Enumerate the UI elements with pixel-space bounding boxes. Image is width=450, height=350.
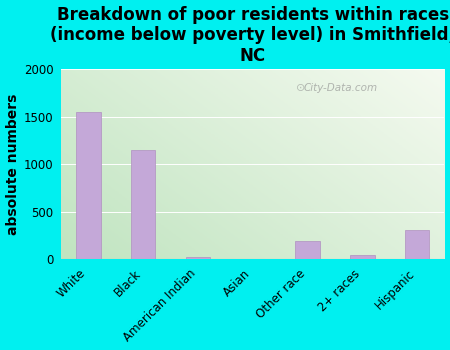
Bar <box>295 241 320 259</box>
Text: ⊙: ⊙ <box>296 84 306 93</box>
Bar <box>131 150 156 259</box>
Bar <box>185 257 210 259</box>
Title: Breakdown of poor residents within races
(income below poverty level) in Smithfi: Breakdown of poor residents within races… <box>50 6 450 65</box>
Y-axis label: absolute numbers: absolute numbers <box>5 94 19 235</box>
Bar <box>76 112 101 259</box>
Bar <box>350 255 374 259</box>
Bar <box>405 230 429 259</box>
Text: City-Data.com: City-Data.com <box>304 84 378 93</box>
